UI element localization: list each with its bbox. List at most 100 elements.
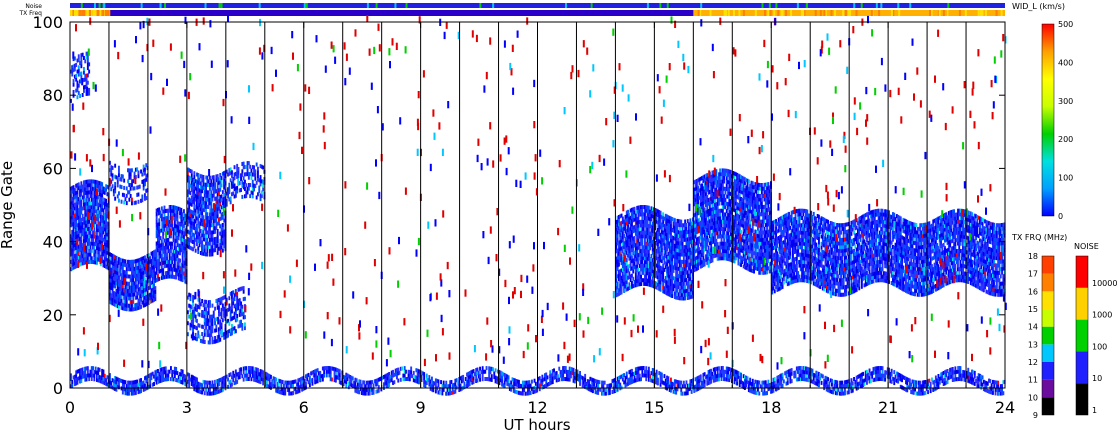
heatmap-cell — [105, 242, 107, 247]
heatmap-cell — [227, 172, 229, 177]
heatmap-cell — [706, 260, 709, 265]
heatmap-cell — [751, 236, 754, 241]
heatmap-cell — [160, 213, 163, 218]
heatmap-cell — [197, 304, 200, 309]
heatmap-cell — [721, 216, 724, 220]
heatmap-cell — [183, 238, 185, 243]
heatmap-cell — [216, 196, 219, 200]
heatmap-cell — [121, 280, 124, 285]
heatmap-cell — [111, 272, 114, 277]
heatmap-cell — [751, 243, 754, 248]
heatmap-cell — [77, 200, 80, 205]
heatmap-cell — [729, 213, 732, 218]
heatmap-cell — [662, 263, 665, 268]
heatmap-cell — [736, 194, 739, 199]
heatmap-cell — [157, 233, 159, 238]
heatmap-cell — [83, 70, 85, 75]
heatmap-cell — [641, 267, 644, 272]
heatmap-cell — [754, 200, 757, 205]
heatmap-cell — [755, 237, 758, 242]
heatmap-cell — [77, 219, 80, 223]
heatmap-cell — [233, 329, 236, 334]
heatmap-cell — [83, 260, 85, 265]
heatmap-cell — [676, 218, 679, 223]
heatmap-cell — [225, 301, 228, 306]
heatmap-cell — [109, 274, 111, 279]
heatmap-cell — [625, 283, 628, 288]
heatmap-cell — [79, 72, 81, 77]
heatmap-cell — [750, 268, 753, 273]
heatmap-cell — [647, 205, 650, 210]
heatmap-cell — [150, 251, 153, 256]
heatmap-cell — [707, 216, 710, 221]
heatmap-cell — [259, 197, 262, 202]
heatmap-cell — [123, 193, 126, 198]
heatmap-cell — [703, 189, 706, 194]
heatmap-cell — [629, 285, 632, 290]
heatmap-cell — [153, 250, 155, 255]
heatmap-cell — [753, 265, 755, 270]
heatmap-cell — [668, 263, 671, 268]
heatmap-cell — [216, 232, 219, 237]
heatmap-cell — [171, 256, 174, 261]
heatmap-cell — [199, 236, 202, 241]
heatmap-cell — [634, 228, 637, 233]
heatmap-cell — [137, 280, 140, 285]
heatmap-cell — [173, 205, 176, 210]
heatmap-cell — [94, 238, 97, 243]
heatmap-cell — [753, 214, 755, 219]
heatmap-cell — [745, 251, 748, 256]
heatmap-cell — [120, 305, 123, 310]
heatmap-cell — [179, 229, 181, 234]
heatmap-cell — [136, 258, 139, 263]
heatmap-cell — [740, 259, 742, 264]
heatmap-cell — [209, 237, 211, 242]
heatmap-cell — [127, 303, 129, 308]
heatmap-cell — [237, 287, 240, 292]
heatmap-cell — [679, 278, 681, 282]
txfreq-bar-segment — [99, 10, 102, 16]
heatmap-cell — [633, 225, 636, 230]
heatmap-cell — [112, 280, 115, 285]
heatmap-cell — [637, 275, 640, 280]
heatmap-cell — [246, 186, 249, 191]
heatmap-cell — [175, 224, 178, 229]
heatmap-cell — [702, 230, 705, 235]
heatmap-cell — [658, 275, 661, 280]
heatmap-cell — [636, 260, 639, 265]
heatmap-cell — [186, 321, 189, 326]
heatmap-cell — [663, 235, 666, 239]
heatmap-cell — [671, 283, 674, 287]
heatmap-cell — [140, 279, 142, 284]
heatmap-cell — [649, 235, 652, 240]
heatmap-cell — [737, 202, 740, 207]
heatmap-cell — [651, 225, 654, 230]
heatmap-cell — [70, 234, 72, 239]
heatmap-cell — [742, 249, 745, 254]
heatmap-cell — [660, 229, 663, 234]
heatmap-cell — [723, 179, 726, 184]
heatmap-cell — [640, 252, 642, 257]
heatmap-cell — [147, 293, 150, 298]
heatmap-cell — [677, 296, 680, 301]
heatmap-cell — [647, 264, 650, 269]
heatmap-cell — [110, 293, 113, 298]
heatmap-cell — [689, 222, 692, 226]
heatmap-cell — [207, 201, 210, 206]
heatmap-cell — [627, 217, 629, 222]
heatmap-cell — [76, 234, 79, 239]
heatmap-cell — [103, 234, 106, 239]
heatmap-cell — [158, 222, 161, 226]
heatmap-cell — [197, 330, 200, 335]
heatmap-cell — [718, 252, 720, 257]
heatmap-cell — [149, 274, 152, 279]
heatmap-cell — [211, 245, 214, 249]
heatmap-cell — [616, 223, 619, 227]
heatmap-cell — [211, 186, 214, 191]
heatmap-cell — [150, 288, 153, 293]
heatmap-cell — [672, 250, 675, 255]
heatmap-cell — [624, 215, 627, 219]
heatmap-cell — [170, 267, 172, 272]
heatmap-cell — [723, 219, 726, 224]
heatmap-cell — [721, 172, 724, 177]
